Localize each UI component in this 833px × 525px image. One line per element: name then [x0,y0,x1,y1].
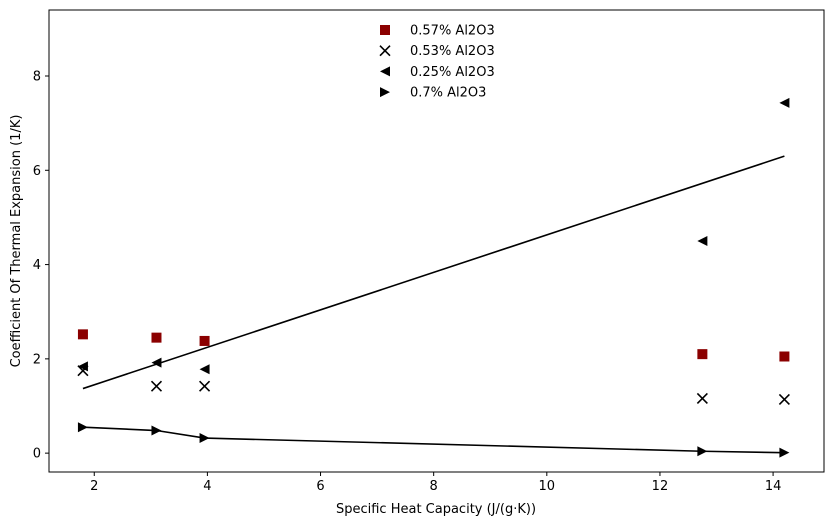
data-point-series-2 [199,380,211,392]
x-tick-label: 6 [316,479,324,494]
legend-label-2: 0.53% Al2O3 [410,44,495,59]
y-tick-label: 6 [33,164,41,179]
data-point-series-3 [77,361,88,372]
data-point-series-4 [199,433,210,444]
data-point-series-4 [151,425,162,436]
data-point-series-3 [779,97,790,108]
data-point-series-3 [697,236,708,246]
data-point-series-1 [77,329,88,340]
data-point-series-3 [151,357,162,368]
data-point-series-2 [778,393,790,405]
plot-area [77,97,790,458]
x-tick-label: 14 [765,479,782,494]
data-point-series-4 [77,422,88,433]
legend-label-3: 0.25% Al2O3 [410,65,495,80]
data-point-series-1 [697,349,708,360]
data-point-series-1 [151,332,162,343]
data-point-series-4 [697,446,708,457]
data-point-series-2 [150,380,163,392]
y-tick-label: 8 [33,70,41,85]
data-point-series-1 [199,335,210,346]
legend-label-4: 0.7% Al2O3 [410,86,486,101]
y-tick-label: 4 [33,258,41,273]
fit-line [82,155,785,390]
data-point-series-1 [779,351,790,362]
y-axis: 0 2 4 6 8 [33,70,49,462]
x-tick-label: 8 [430,479,438,494]
data-point-series-3 [199,364,210,375]
y-tick-label: 2 [33,352,41,367]
x-tick-label: 2 [90,479,98,494]
x-tick-label: 10 [539,479,556,494]
legend: 0.57% Al2O3 0.53% Al2O3 0.25% Al2O3 0.7% Al… [379,24,495,101]
legend-marker-4 [380,87,390,98]
x-axis-label: Specific Heat Capacity (J/(g·K)) [336,502,536,517]
x-tick-label: 4 [203,479,211,494]
legend-marker-2 [379,45,391,57]
legend-label-1: 0.57% Al2O3 [410,24,495,39]
x-tick-label: 12 [652,479,669,494]
plot-frame [48,9,825,473]
data-point-series-4 [779,447,790,458]
y-tick-label: 0 [33,447,41,462]
legend-marker-3 [380,66,390,77]
y-axis-label: Coefficient Of Thermal Expansion (1/K) [9,115,24,368]
legend-marker-1 [380,25,390,35]
x-axis: 2 4 6 8 10 12 14 [90,472,781,494]
data-point-series-2 [696,392,708,405]
